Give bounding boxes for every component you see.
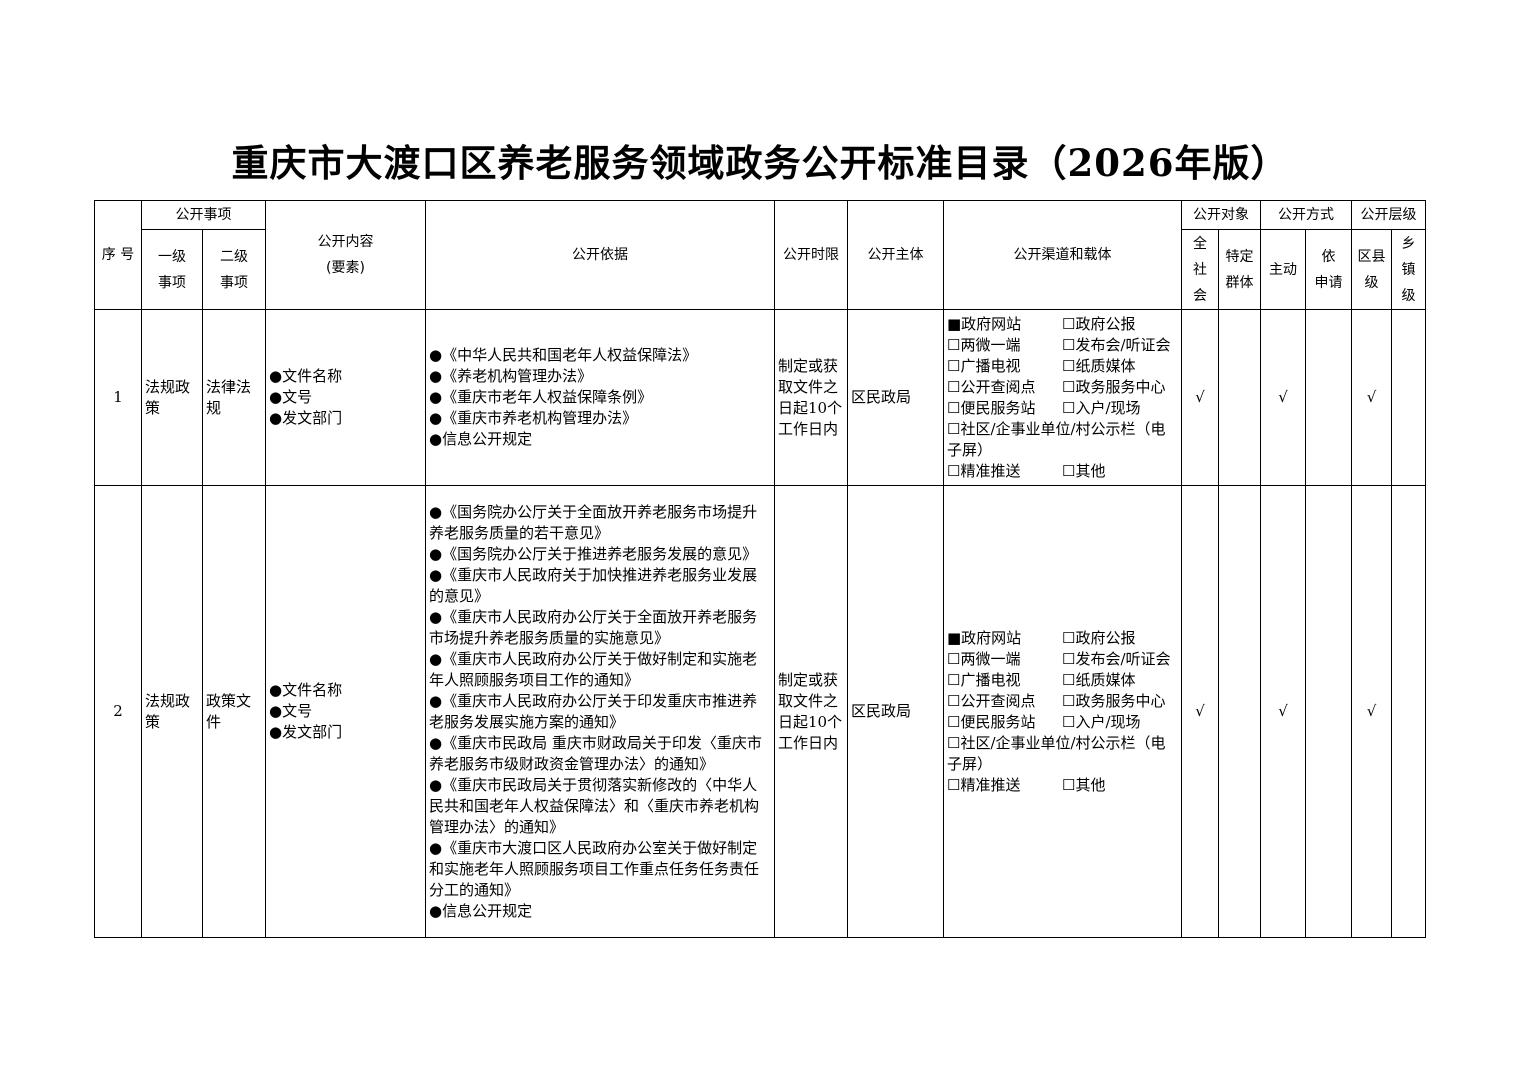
- tier-county-cell: √: [1351, 485, 1392, 938]
- channel-option: ☐精准推送: [947, 461, 1021, 480]
- content-item: ●文号: [269, 388, 313, 406]
- channel-option: ☐发布会/听证会: [1062, 335, 1171, 354]
- channel-option: ☐公开查阅点: [947, 377, 1036, 396]
- channel-cell: ■政府网站 ☐政府公报 ☐两微一端 ☐发布会/听证会 ☐广播电视 ☐纸质媒体 ☐公开查阅点 ☐…: [943, 309, 1182, 486]
- channel-option: ☐其他: [1062, 775, 1106, 794]
- header-subject: 公开主体: [847, 200, 944, 310]
- header-content: 公开内容 (要素): [265, 200, 426, 310]
- basis-item: ●《重庆市老年人权益保障条例》: [429, 388, 653, 406]
- header-mode-request: 依 申请: [1305, 229, 1352, 310]
- content-item: ●文件名称: [269, 367, 343, 385]
- basis-item: ●《国务院办公厅关于推进养老服务发展的意见》: [429, 544, 758, 563]
- content-item: ●发文部门: [269, 409, 343, 427]
- basis-item: ●《养老机构管理办法》: [429, 367, 593, 385]
- seq-cell: 1: [94, 309, 142, 486]
- channel-cell: ■政府网站 ☐政府公报 ☐两微一端 ☐发布会/听证会 ☐广播电视 ☐纸质媒体 ☐公开查阅点 ☐…: [943, 485, 1182, 938]
- channel-option: ☐社区/企事业单位/村公示栏（电子屏）: [947, 733, 1166, 773]
- channel-option: ■政府网站: [947, 314, 1022, 333]
- channel-option: ☐政务服务中心: [1062, 691, 1166, 710]
- header-tier: 公开层级: [1351, 200, 1426, 230]
- header-item: 公开事项: [141, 200, 266, 230]
- tier-town-cell: [1391, 309, 1426, 486]
- basis-item: ●《重庆市民政局关于贯彻落实新修改的〈中华人民共和国老年人权益保障法〉和〈重庆市…: [429, 775, 760, 836]
- header-basis: 公开依据: [425, 200, 775, 310]
- channel-option: ☐便民服务站: [947, 398, 1036, 417]
- header-channel: 公开渠道和载体: [943, 200, 1182, 310]
- header-tier-county: 区县 级: [1351, 229, 1392, 310]
- mode-active-cell: √: [1260, 485, 1306, 938]
- channel-option: ☐两微一端: [947, 335, 1021, 354]
- level1-cell: 法规政策: [141, 309, 203, 486]
- channel-option: ☐发布会/听证会: [1062, 649, 1171, 668]
- header-mode: 公开方式: [1260, 200, 1352, 230]
- content-item: ●文件名称: [269, 681, 343, 699]
- channel-option: ☐两微一端: [947, 649, 1021, 668]
- level2-cell: 政策文件: [202, 485, 266, 938]
- content-cell: ●文件名称 ●文号 ●发文部门: [265, 485, 426, 938]
- channel-option: ☐入户/现场: [1062, 398, 1141, 417]
- content-cell: ●文件名称 ●文号 ●发文部门: [265, 309, 426, 486]
- basis-item: ●《重庆市人民政府办公厅关于做好制定和实施老年人照顾服务项目工作的通知》: [429, 649, 758, 689]
- basis-cell: ●《国务院办公厅关于全面放开养老服务市场提升养老服务质量的若干意见》 ●《国务院办…: [425, 485, 775, 938]
- content-item: ●发文部门: [269, 723, 343, 741]
- channel-option: ☐入户/现场: [1062, 712, 1141, 731]
- basis-item: ●信息公开规定: [429, 901, 533, 920]
- channel-option: ☐纸质媒体: [1062, 356, 1136, 375]
- header-mode-active: 主动: [1260, 229, 1306, 310]
- channel-option: ☐政府公报: [1062, 628, 1136, 647]
- time-cell: 制定或获取文件之日起10个工作日内: [774, 485, 848, 938]
- table-row: 1 法规政策 法律法规 ●文件名称 ●文号 ●发文部门 ●《中华人民共和国老年人权益…: [94, 309, 1426, 486]
- channel-option: ☐其他: [1062, 461, 1106, 480]
- channel-option: ☐广播电视: [947, 670, 1021, 689]
- basis-item: ●《中华人民共和国老年人权益保障法》: [429, 346, 698, 364]
- basis-item: ●《重庆市人民政府办公厅关于全面放开养老服务市场提升养老服务质量的实施意见》: [429, 607, 758, 647]
- channel-option: ☐政务服务中心: [1062, 377, 1166, 396]
- basis-item: ●信息公开规定: [429, 430, 533, 448]
- header-target-group: 特定 群体: [1218, 229, 1261, 310]
- target-all-cell: √: [1181, 485, 1219, 938]
- channel-option: ■政府网站: [947, 628, 1022, 647]
- mode-active-cell: √: [1260, 309, 1306, 486]
- header-time: 公开时限: [774, 200, 848, 310]
- basis-item: ●《国务院办公厅关于全面放开养老服务市场提升养老服务质量的若干意见》: [429, 502, 758, 542]
- channel-option: ☐社区/企事业单位/村公示栏（电子屏）: [947, 419, 1166, 459]
- header-target-all: 全 社 会: [1181, 229, 1219, 310]
- target-group-cell: [1218, 485, 1261, 938]
- channel-option: ☐精准推送: [947, 775, 1021, 794]
- header-level1: 一级 事项: [141, 229, 203, 310]
- basis-item: ●《重庆市民政局 重庆市财政局关于印发〈重庆市养老服务市级财政资金管理办法〉的通…: [429, 733, 762, 773]
- basis-item: ●《重庆市人民政府办公厅关于印发重庆市推进养老服务发展实施方案的通知》: [429, 691, 758, 731]
- tier-town-cell: [1391, 485, 1426, 938]
- page-title: 重庆市大渡口区养老服务领域政务公开标准目录（2026年版）: [231, 141, 1289, 185]
- header-tier-town: 乡 镇 级: [1391, 229, 1426, 310]
- subject-cell: 区民政局: [847, 309, 944, 486]
- mode-request-cell: [1305, 485, 1352, 938]
- target-all-cell: √: [1181, 309, 1219, 486]
- level1-cell: 法规政策: [141, 485, 203, 938]
- basis-item: ●《重庆市养老机构管理办法》: [429, 409, 638, 427]
- tier-county-cell: √: [1351, 309, 1392, 486]
- channel-option: ☐广播电视: [947, 356, 1021, 375]
- basis-cell: ●《中华人民共和国老年人权益保障法》 ●《养老机构管理办法》 ●《重庆市老年人权益保…: [425, 309, 775, 486]
- target-group-cell: [1218, 309, 1261, 486]
- channel-option: ☐公开查阅点: [947, 691, 1036, 710]
- channel-option: ☐纸质媒体: [1062, 670, 1136, 689]
- header-target: 公开对象: [1181, 200, 1261, 230]
- header-level2: 二级 事项: [202, 229, 266, 310]
- catalog-table: 序 号 公开事项 公开内容 (要素) 公开依据 公开时限 公开主体 公开渠道和载…: [94, 200, 1426, 938]
- channel-option: ☐政府公报: [1062, 314, 1136, 333]
- subject-cell: 区民政局: [847, 485, 944, 938]
- time-cell: 制定或获取文件之日起10个工作日内: [774, 309, 848, 486]
- level2-cell: 法律法规: [202, 309, 266, 486]
- seq-cell: 2: [94, 485, 142, 938]
- basis-item: ●《重庆市人民政府关于加快推进养老服务业发展的意见》: [429, 565, 758, 605]
- channel-option: ☐便民服务站: [947, 712, 1036, 731]
- header-seq: 序 号: [94, 200, 142, 310]
- mode-request-cell: [1305, 309, 1352, 486]
- table-row: 2 法规政策 政策文件 ●文件名称 ●文号 ●发文部门 ●《国务院办公厅关于全面放开…: [94, 485, 1426, 938]
- basis-item: ●《重庆市大渡口区人民政府办公室关于做好制定和实施老年人照顾服务项目工作重点任务…: [429, 838, 760, 899]
- content-item: ●文号: [269, 702, 313, 720]
